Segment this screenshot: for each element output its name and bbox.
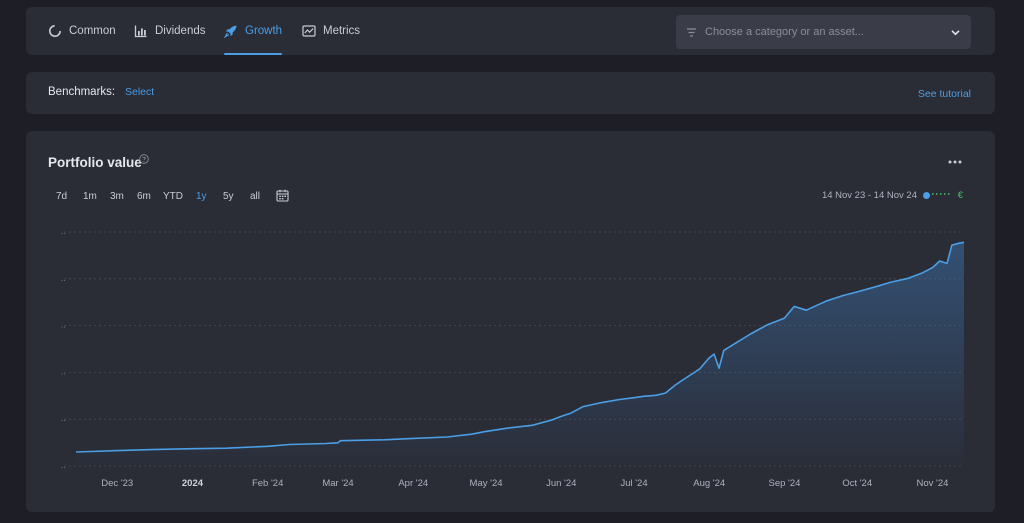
range-3m-button[interactable]: 3m [110,191,124,202]
filter-icon [687,27,696,37]
portfolio-value-card: ............ Dec '23 2024 Feb '24 Mar '24 Apr… [26,131,995,512]
see-tutorial-link[interactable]: See tutorial [917,88,971,100]
range-7d-button[interactable]: 7d [56,191,68,202]
series-legend-dot [923,192,930,199]
x-tick-label: Nov '24 [916,478,948,489]
chart-date-range: 14 Nov 23 - 14 Nov 24 [821,190,917,201]
y-tick-label: .. [61,414,65,423]
range-ytd-button[interactable]: YTD [163,191,183,202]
y-tick-label: .. [61,321,65,330]
bar-chart-icon [134,25,147,38]
benchmarks-select-link[interactable]: Select [125,86,155,98]
range-1y-button[interactable]: 1y [196,191,207,202]
category-select-placeholder: Choose a category or an asset... [705,26,864,38]
range-1m-button[interactable]: 1m [83,191,97,202]
tab-common-label: Common [69,25,116,37]
x-tick-label: Jul '24 [620,478,647,489]
view-tabs-bar: Common Dividends Growth Metrics Choose a… [26,7,995,55]
tab-growth-label: Growth [245,25,283,37]
help-icon[interactable] [139,154,149,164]
x-tick-label: Aug '24 [693,478,725,489]
chart-title: Portfolio value [48,155,142,170]
x-tick-label: Oct '24 [842,478,872,489]
x-tick-label: Sep '24 [768,478,800,489]
y-tick-label: .. [61,227,65,236]
x-tick-label: Jun '24 [546,478,576,489]
currency-label: € [957,190,963,201]
x-tick-label: 2024 [182,478,204,489]
tab-dividends[interactable]: Dividends [134,7,206,55]
x-tick-label: May '24 [470,478,503,489]
x-tick-label: Mar '24 [322,478,353,489]
category-asset-select[interactable]: Choose a category or an asset... [676,15,971,49]
tab-metrics[interactable]: Metrics [302,7,360,55]
tab-dividends-label: Dividends [155,25,206,37]
benchmarks-label: Benchmarks: [48,86,116,98]
tab-common[interactable]: Common [48,7,116,55]
tab-growth[interactable]: Growth [224,7,283,55]
portfolio-value-line [75,241,965,453]
x-tick-label: Apr '24 [398,478,428,489]
tab-metrics-label: Metrics [323,25,361,37]
pie-chart-icon [49,25,61,37]
legend-dotted-line-icon [932,193,952,195]
rocket-icon [224,25,237,38]
x-tick-label: Dec '23 [101,478,133,489]
y-tick-label: .. [61,367,65,376]
range-all-button[interactable]: all [250,191,261,202]
portfolio-value-area [76,242,964,466]
y-tick-label: .. [61,274,65,283]
benchmarks-bar: Benchmarks: Select See tutorial [26,72,995,114]
more-options-icon[interactable] [947,157,963,167]
line-chart-icon [302,25,316,37]
range-6m-button[interactable]: 6m [137,191,151,202]
chevron-down-icon [951,29,960,35]
portfolio-value-chart: ............ Dec '23 2024 Feb '24 Mar '24 Apr… [61,227,965,489]
x-tick-label: Feb '24 [252,478,283,489]
y-tick-label: .. [61,461,65,470]
range-5y-button[interactable]: 5y [223,191,234,202]
calendar-icon[interactable] [276,189,289,202]
